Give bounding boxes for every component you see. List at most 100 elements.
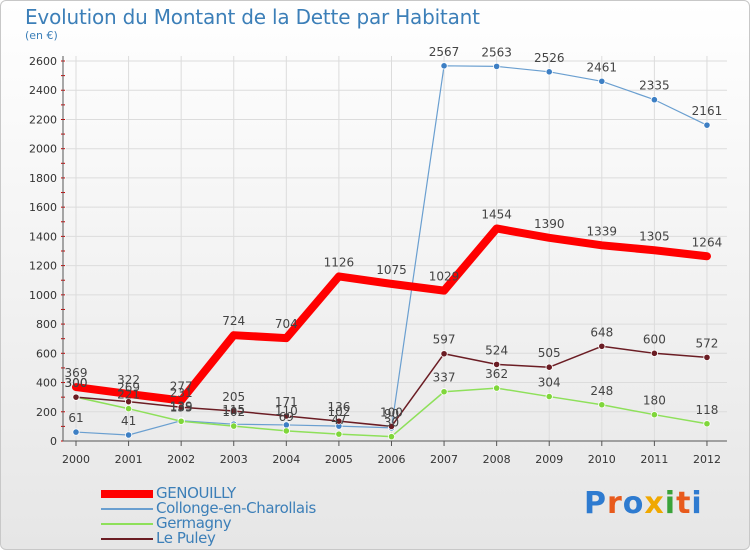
y-tick-label: 1800 <box>29 172 57 185</box>
y-tick-label: 2400 <box>29 84 57 97</box>
chart-title: Evolution du Montant de la Dette par Hab… <box>25 5 480 29</box>
legend-label: GENOUILLY <box>156 484 236 502</box>
data-point-le-puley <box>545 363 553 371</box>
y-tick-label: 800 <box>36 318 57 331</box>
data-point-le-puley <box>650 349 658 357</box>
series-line-genouilly <box>72 224 711 405</box>
logo-letter: o <box>622 486 645 521</box>
data-label-le-puley: 597 <box>433 333 456 347</box>
y-tick-label: 0 <box>50 435 57 448</box>
data-point-collonge-en-charollais <box>440 62 448 70</box>
data-labels: 369 322 277 724 704 1126 1075 1029 1454 1390 1339 1… <box>65 45 723 430</box>
data-label-germagny: 304 <box>538 376 561 390</box>
data-label-germagny: 221 <box>117 388 140 402</box>
x-axis: 2000 2001 2002 2003 2004 2005 2006 2007 2008 2009… <box>62 440 727 466</box>
data-point-le-puley <box>598 342 606 350</box>
data-point-collonge-en-charollais <box>124 431 133 439</box>
data-label-germagny: 135 <box>170 400 193 414</box>
legend-swatch <box>101 508 153 510</box>
data-label-germagny: 248 <box>590 384 613 398</box>
data-label-collonge-en-charollais: 2563 <box>481 45 512 59</box>
y-tick-label: 2600 <box>29 55 57 68</box>
legend: GENOUILLY Collonge-en-Charollais Germagny L… <box>101 484 401 547</box>
data-label-genouilly: 704 <box>275 317 298 331</box>
data-point-germagny <box>493 384 501 392</box>
legend-swatch <box>101 490 153 498</box>
legend-label: Le Puley <box>156 529 216 547</box>
data-label-collonge-en-charollais: 2567 <box>429 45 460 59</box>
data-point-germagny <box>124 405 133 413</box>
data-point-collonge-en-charollais <box>545 68 553 76</box>
x-tick-label: 2003 <box>220 453 248 466</box>
data-point-collonge-en-charollais <box>72 428 80 436</box>
data-point-germagny <box>703 420 711 428</box>
x-tick-label: 2001 <box>115 453 143 466</box>
y-tick-label: 1000 <box>29 289 57 302</box>
legend-item: GENOUILLY <box>101 484 401 502</box>
data-point-le-puley <box>72 393 80 401</box>
data-point-le-puley <box>335 417 343 425</box>
data-label-genouilly: 1126 <box>324 255 355 269</box>
y-tick-label: 1400 <box>29 230 57 243</box>
data-label-genouilly: 1264 <box>692 235 723 249</box>
data-label-collonge-en-charollais: 2335 <box>639 79 670 93</box>
data-point-le-puley <box>387 422 396 430</box>
x-tick-label: 2005 <box>325 453 353 466</box>
series-layer <box>72 62 711 441</box>
x-tick-label: 2007 <box>430 453 458 466</box>
data-point-germagny <box>177 417 185 425</box>
data-label-genouilly: 724 <box>222 314 245 328</box>
data-label-collonge-en-charollais: 61 <box>68 411 83 425</box>
data-label-genouilly: 1075 <box>376 263 407 277</box>
x-tick-label: 2002 <box>167 453 195 466</box>
data-label-collonge-en-charollais: 139 <box>170 400 193 414</box>
x-tick-label: 2010 <box>588 453 616 466</box>
data-label-collonge-en-charollais: 2161 <box>692 104 723 118</box>
data-point-le-puley <box>703 353 711 361</box>
data-label-germagny: 300 <box>65 376 88 390</box>
y-tick-label: 1600 <box>29 201 57 214</box>
x-tick-label: 2009 <box>535 453 563 466</box>
y-tick-label: 1200 <box>29 260 57 273</box>
data-point-germagny <box>230 422 238 430</box>
data-label-le-puley: 648 <box>590 325 613 339</box>
data-point-le-puley <box>230 407 238 415</box>
logo-letter: i <box>664 486 677 521</box>
data-label-germagny: 30 <box>384 416 399 430</box>
data-point-le-puley <box>282 412 290 420</box>
data-label-collonge-en-charollais: 110 <box>275 404 298 418</box>
x-tick-label: 2012 <box>693 453 721 466</box>
data-point-germagny <box>335 430 343 438</box>
data-point-collonge-en-charollais <box>703 121 711 129</box>
data-label-collonge-en-charollais: 41 <box>121 414 136 428</box>
x-tick-label: 2000 <box>62 453 90 466</box>
data-label-germagny: 337 <box>433 371 456 385</box>
data-point-collonge-en-charollais <box>598 77 606 85</box>
data-point-germagny <box>650 411 658 419</box>
data-label-germagny: 180 <box>643 394 666 408</box>
data-label-germagny: 102 <box>222 405 245 419</box>
logo-letter: r <box>607 486 623 521</box>
data-label-collonge-en-charollais: 2461 <box>587 60 618 74</box>
data-label-collonge-en-charollais: 115 <box>222 403 245 417</box>
legend-item: Germagny <box>101 514 401 532</box>
data-point-collonge-en-charollais <box>493 62 501 71</box>
data-label-genouilly: 1305 <box>639 229 670 243</box>
data-label-genouilly: 1339 <box>587 224 618 238</box>
legend-item: Collonge-en-Charollais <box>101 499 401 517</box>
data-label-genouilly: 322 <box>117 373 140 387</box>
data-label-le-puley: 171 <box>275 395 298 409</box>
y-tick-label: 2000 <box>29 143 57 156</box>
data-label-genouilly: 369 <box>65 366 88 380</box>
data-label-genouilly: 1454 <box>481 207 512 221</box>
data-label-germagny: 362 <box>485 367 508 381</box>
data-label-le-puley: 300 <box>65 376 88 390</box>
data-label-germagny: 69 <box>279 410 294 424</box>
logo-letter: x <box>644 486 665 521</box>
y-axis: 0 200 400 600 800 1000 1200 1400 1600 1800 2000 220… <box>29 55 65 448</box>
data-label-genouilly: 277 <box>170 380 193 394</box>
x-tick-label: 2004 <box>272 453 300 466</box>
y-tick-label: 600 <box>36 347 57 360</box>
